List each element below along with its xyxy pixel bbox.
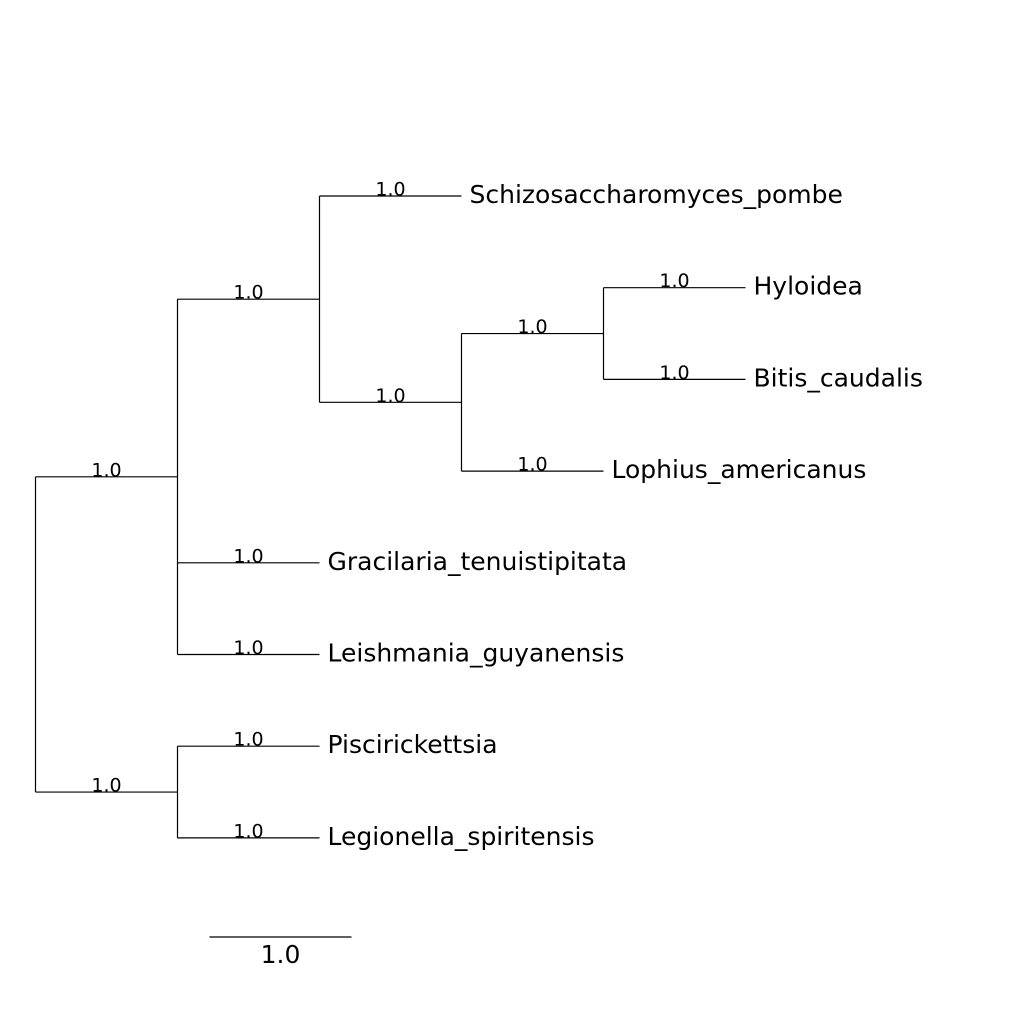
- support-value: 1.0: [233, 545, 263, 567]
- leaf-label: Legionella_spiritensis: [328, 822, 595, 851]
- support-value: 1.0: [659, 270, 689, 292]
- scale-bar-label: 1.0: [261, 940, 301, 969]
- support-value: 1.0: [233, 637, 263, 659]
- support-value: 1.0: [233, 729, 263, 751]
- support-value: 1.0: [91, 459, 121, 481]
- support-value: 1.0: [659, 362, 689, 384]
- support-value: 1.0: [517, 454, 547, 476]
- support-value: 1.0: [233, 282, 263, 304]
- support-values: 1.0 1.0 1.0 1.0 1.0 1.0 1.0 1.0 1.0 1.0 1.0 1.0 1.0: [91, 179, 689, 843]
- leaf-label: Schizosaccharomyces_pombe: [470, 180, 843, 209]
- support-value: 1.0: [233, 820, 263, 842]
- support-value: 1.0: [375, 385, 405, 407]
- leaf-label: Hyloidea: [754, 272, 863, 301]
- support-value: 1.0: [91, 775, 121, 797]
- tree-branches: [34, 195, 746, 839]
- support-value: 1.0: [517, 316, 547, 338]
- leaf-label: Lophius_americanus: [612, 455, 867, 484]
- leaf-label: Bitis_caudalis: [754, 363, 923, 392]
- leaf-labels: Schizosaccharomyces_pombe Hyloidea Bitis_c…: [328, 180, 923, 851]
- leaf-label: Gracilaria_tenuistipitata: [328, 547, 628, 576]
- leaf-label: Leishmania_guyanensis: [328, 639, 625, 668]
- scale-bar: 1.0: [209, 936, 352, 969]
- support-value: 1.0: [375, 179, 405, 201]
- leaf-label: Piscirickettsia: [328, 730, 498, 759]
